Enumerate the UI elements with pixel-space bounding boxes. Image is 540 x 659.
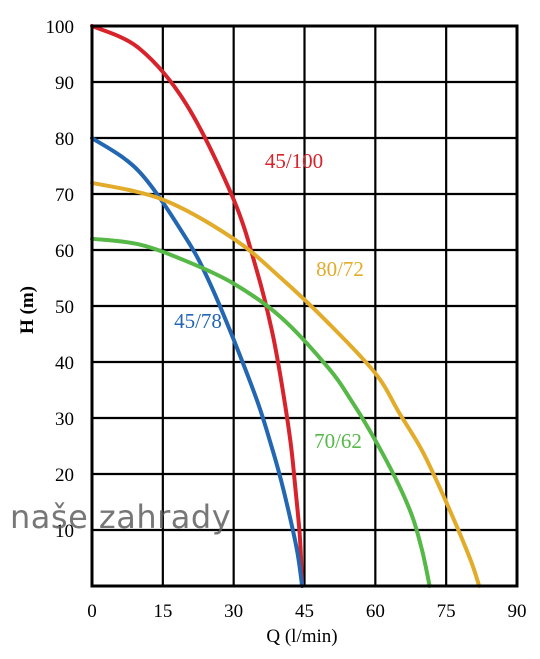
series-label-80-72: 80/72 <box>316 257 364 281</box>
y-tick-label: 20 <box>55 465 74 486</box>
x-tick-label: 30 <box>224 601 243 622</box>
series-line-45-78 <box>90 136 305 588</box>
x-tick-label: 90 <box>508 601 527 622</box>
x-tick-label: 15 <box>153 601 172 622</box>
watermark-logo: naše zahrady <box>10 498 232 536</box>
x-tick-label: 75 <box>437 601 456 622</box>
plot-border <box>90 24 519 588</box>
y-tick-label: 40 <box>55 353 74 374</box>
series-line-45-100 <box>90 24 305 588</box>
series-label-70-62: 70/62 <box>314 429 362 453</box>
y-tick-label: 70 <box>55 185 74 206</box>
plot-frame <box>90 24 519 588</box>
series-label-45-78: 45/78 <box>174 309 222 333</box>
curves <box>90 24 482 588</box>
x-axis-label: Q (l/min) <box>266 626 337 647</box>
y-tick-label: 50 <box>55 297 74 318</box>
x-tick-label: 0 <box>87 601 97 622</box>
y-tick-label: 30 <box>55 409 74 430</box>
x-tick-label: 45 <box>295 601 314 622</box>
y-axis-label: H (m) <box>17 286 38 334</box>
y-tick-label: 100 <box>46 17 75 38</box>
y-tick-label: 60 <box>55 241 74 262</box>
series-line-80-72 <box>90 180 482 588</box>
y-tick-label: 80 <box>55 129 74 150</box>
x-tick-label: 60 <box>366 601 385 622</box>
y-tick-label: 90 <box>55 73 74 94</box>
series-line-70-62 <box>90 236 432 588</box>
y-tick-label: 10 <box>55 521 74 542</box>
series-labels: 45/100 45/78 80/72 70/62 <box>174 149 364 453</box>
tick-labels: 0 15 30 45 60 75 90 10 20 30 40 50 60 70 80 90 100 <box>46 17 527 622</box>
series-label-45-100: 45/100 <box>265 149 323 173</box>
